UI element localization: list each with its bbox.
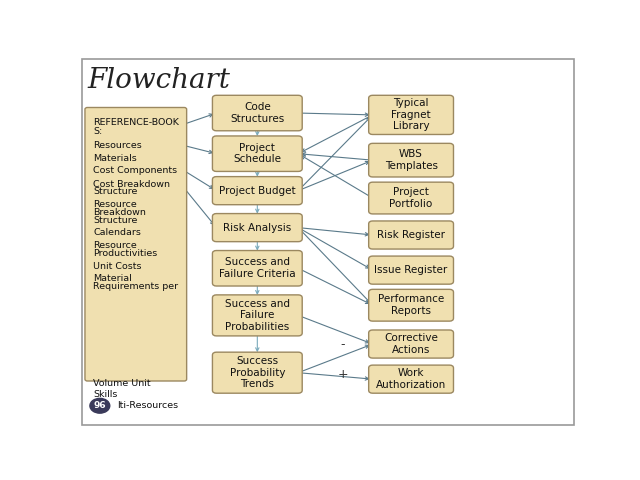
Text: Cost Components: Cost Components [93, 166, 177, 175]
FancyBboxPatch shape [85, 108, 187, 381]
Text: Structure: Structure [93, 187, 138, 196]
FancyBboxPatch shape [369, 182, 454, 214]
Circle shape [90, 398, 110, 413]
FancyBboxPatch shape [212, 136, 302, 171]
Text: Resource: Resource [93, 200, 137, 209]
Text: Issue Register: Issue Register [374, 265, 448, 275]
FancyBboxPatch shape [369, 256, 454, 284]
Text: lti-Resources: lti-Resources [117, 401, 179, 410]
FancyBboxPatch shape [212, 96, 302, 131]
Text: +: + [337, 368, 348, 381]
FancyBboxPatch shape [369, 289, 454, 321]
Text: Performance
Reports: Performance Reports [378, 294, 444, 316]
Text: Structure: Structure [93, 216, 138, 225]
Text: Breakdown: Breakdown [93, 207, 147, 216]
FancyBboxPatch shape [369, 330, 454, 358]
FancyBboxPatch shape [212, 251, 302, 286]
Text: Success and
Failure Criteria: Success and Failure Criteria [219, 257, 296, 279]
FancyBboxPatch shape [212, 177, 302, 204]
Text: Risk Register: Risk Register [377, 230, 445, 240]
Text: Volume Unit: Volume Unit [93, 379, 151, 388]
Text: Productivities: Productivities [93, 249, 157, 258]
FancyBboxPatch shape [369, 221, 454, 249]
Text: Materials: Materials [93, 154, 137, 163]
Text: Unit Costs: Unit Costs [93, 262, 142, 271]
Text: Calendars: Calendars [93, 228, 141, 237]
FancyBboxPatch shape [212, 214, 302, 241]
Text: Cost Breakdown: Cost Breakdown [93, 180, 170, 189]
Text: Risk Analysis: Risk Analysis [223, 223, 291, 233]
Text: -: - [340, 337, 345, 350]
Text: Resource: Resource [93, 241, 137, 250]
Text: Project Budget: Project Budget [219, 186, 296, 196]
FancyBboxPatch shape [369, 96, 454, 134]
Text: Requirements per: Requirements per [93, 282, 179, 291]
Text: Typical
Fragnet
Library: Typical Fragnet Library [391, 98, 431, 132]
FancyBboxPatch shape [83, 60, 573, 425]
Text: Project
Schedule: Project Schedule [234, 143, 282, 165]
FancyBboxPatch shape [212, 295, 302, 336]
Text: Project
Portfolio: Project Portfolio [390, 187, 433, 209]
Text: S:: S: [93, 127, 102, 136]
FancyBboxPatch shape [369, 144, 454, 177]
FancyBboxPatch shape [369, 365, 454, 393]
Text: Flowchart: Flowchart [88, 67, 230, 94]
Text: Success
Probability
Trends: Success Probability Trends [230, 356, 285, 389]
Text: Skills: Skills [93, 390, 118, 399]
Text: Material: Material [93, 274, 132, 283]
Text: Code
Structures: Code Structures [230, 102, 284, 124]
Text: REFERENCE-BOOK: REFERENCE-BOOK [93, 118, 179, 127]
Text: 96: 96 [93, 401, 106, 410]
Text: Success and
Failure
Probabilities: Success and Failure Probabilities [225, 299, 290, 332]
Text: Resources: Resources [93, 141, 142, 150]
FancyBboxPatch shape [212, 352, 302, 393]
Text: Work
Authorization: Work Authorization [376, 368, 446, 390]
Text: WBS
Templates: WBS Templates [385, 149, 438, 171]
Text: Corrective
Actions: Corrective Actions [384, 333, 438, 355]
